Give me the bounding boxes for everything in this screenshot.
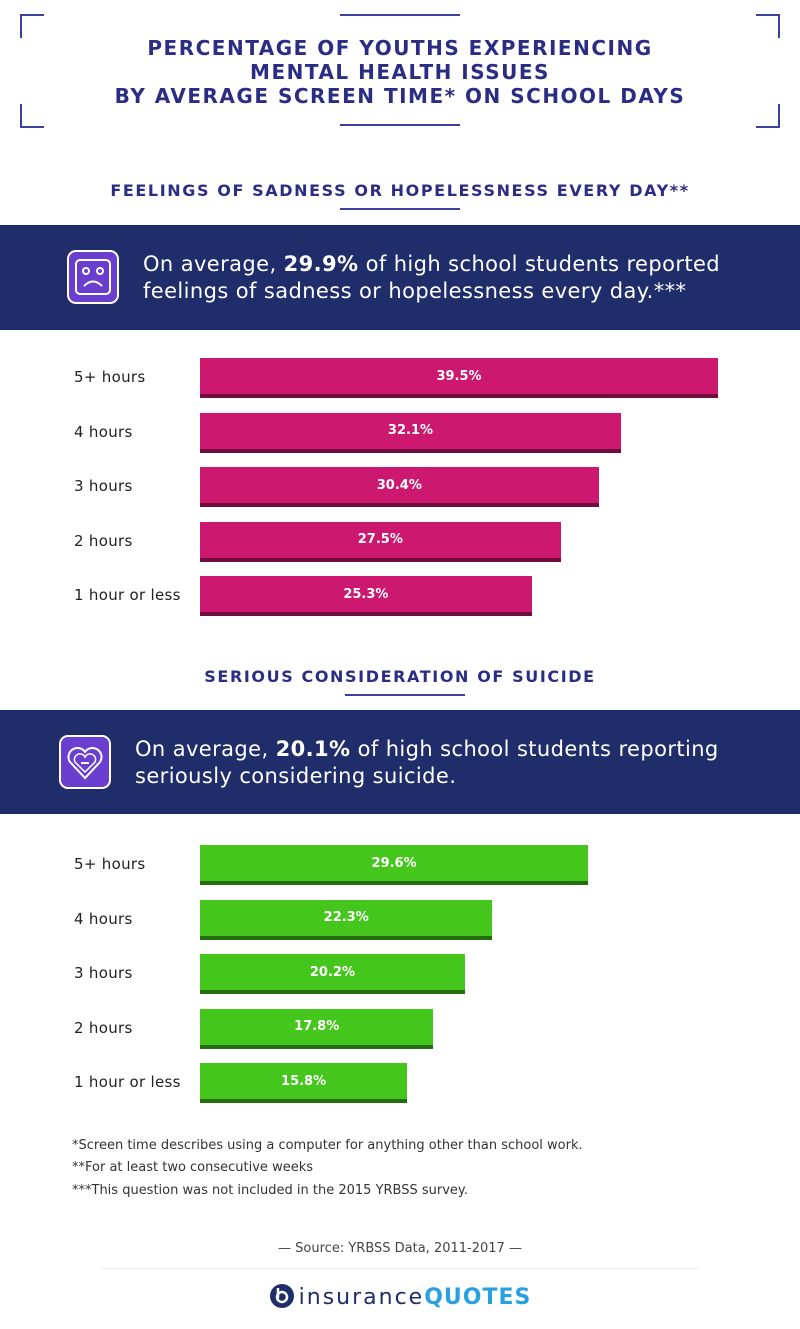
value-label: 39.5% xyxy=(436,368,482,384)
frame-corner xyxy=(756,14,780,38)
bar: 25.3% xyxy=(200,576,532,616)
bar: 29.6% xyxy=(200,845,589,885)
footnote: **For at least two consecutive weeks xyxy=(72,1160,313,1175)
value-label: 25.3% xyxy=(343,586,389,602)
bar: 32.1% xyxy=(200,412,621,453)
heart-icon xyxy=(59,735,111,789)
logo-text: QUOTES xyxy=(424,1285,532,1310)
value-label: 20.2% xyxy=(309,964,355,980)
logo-icon xyxy=(269,1284,294,1308)
value-label: 15.8% xyxy=(281,1073,327,1089)
sad-icon xyxy=(67,250,119,304)
frame-line xyxy=(340,124,460,126)
value-label: 22.3% xyxy=(323,910,369,925)
frame-corner xyxy=(20,104,44,128)
value-label: 29.6% xyxy=(371,855,417,871)
category-label: 5+ hours xyxy=(74,855,146,873)
title-line: BY AVERAGE SCREEN TIME* ON SCHOOL DAYS xyxy=(114,84,686,108)
category-label: 4 hours xyxy=(74,422,133,441)
callout-text: On average, 29.9% of high school student… xyxy=(143,251,763,305)
source: — Source: YRBSS Data, 2011-2017 — xyxy=(278,1241,522,1256)
callout-band: On average, 20.1% of high school student… xyxy=(0,710,800,814)
logo-text: insurance xyxy=(298,1285,425,1310)
category-label: 4 hours xyxy=(74,909,133,928)
callout-part: On average, xyxy=(143,252,284,276)
callout-part: of high school students reporting seriou… xyxy=(135,737,719,788)
category-label: 5+ hours xyxy=(74,368,146,386)
category-label: 1 hour or less xyxy=(74,586,181,604)
frame-corner xyxy=(20,14,44,38)
bar: 15.8% xyxy=(200,1063,408,1103)
footnote: *Screen time describes using a computer … xyxy=(72,1138,583,1153)
value-label: 30.4% xyxy=(376,477,422,493)
bar: 20.2% xyxy=(200,954,465,994)
section-title: FEELINGS OF SADNESS OR HOPELESSNESS EVER… xyxy=(110,181,690,200)
value-label: 32.1% xyxy=(387,423,434,438)
callout-highlight: 29.9% xyxy=(283,252,359,276)
value-label: 27.5% xyxy=(357,532,403,547)
bar: 17.8% xyxy=(200,1008,434,1049)
category-label: 3 hours xyxy=(74,477,133,495)
callout-highlight: 20.1% xyxy=(275,737,351,761)
bar: 27.5% xyxy=(200,521,561,562)
frame-corner xyxy=(756,104,780,128)
value-label: 17.8% xyxy=(294,1019,340,1034)
section-title: SERIOUS CONSIDERATION OF SUICIDE xyxy=(204,667,596,686)
category-label: 1 hour or less xyxy=(74,1073,181,1091)
section-underline xyxy=(340,208,460,210)
divider xyxy=(100,1268,700,1269)
footnote: ***This question was not included in the… xyxy=(72,1183,468,1198)
category-label: 2 hours xyxy=(74,1018,133,1037)
bar: 30.4% xyxy=(200,467,599,507)
category-label: 2 hours xyxy=(74,531,133,550)
title: PERCENTAGE OF YOUTHS EXPERIENCING MENTAL… xyxy=(0,36,800,108)
callout-text: On average, 20.1% of high school student… xyxy=(135,736,765,790)
bar: 39.5% xyxy=(200,358,718,398)
title-line: PERCENTAGE OF YOUTHS EXPERIENCING xyxy=(147,36,653,60)
callout-part: of high school students reported feeling… xyxy=(143,252,721,303)
title-line: MENTAL HEALTH ISSUES xyxy=(250,60,550,84)
frame-line xyxy=(340,14,460,16)
bar: 22.3% xyxy=(200,899,493,940)
category-label: 3 hours xyxy=(74,964,133,982)
callout-band: On average, 29.9% of high school student… xyxy=(0,225,800,330)
callout-part: On average, xyxy=(135,737,276,761)
logo: insuranceQUOTES xyxy=(0,1283,800,1310)
section-underline xyxy=(345,694,465,696)
